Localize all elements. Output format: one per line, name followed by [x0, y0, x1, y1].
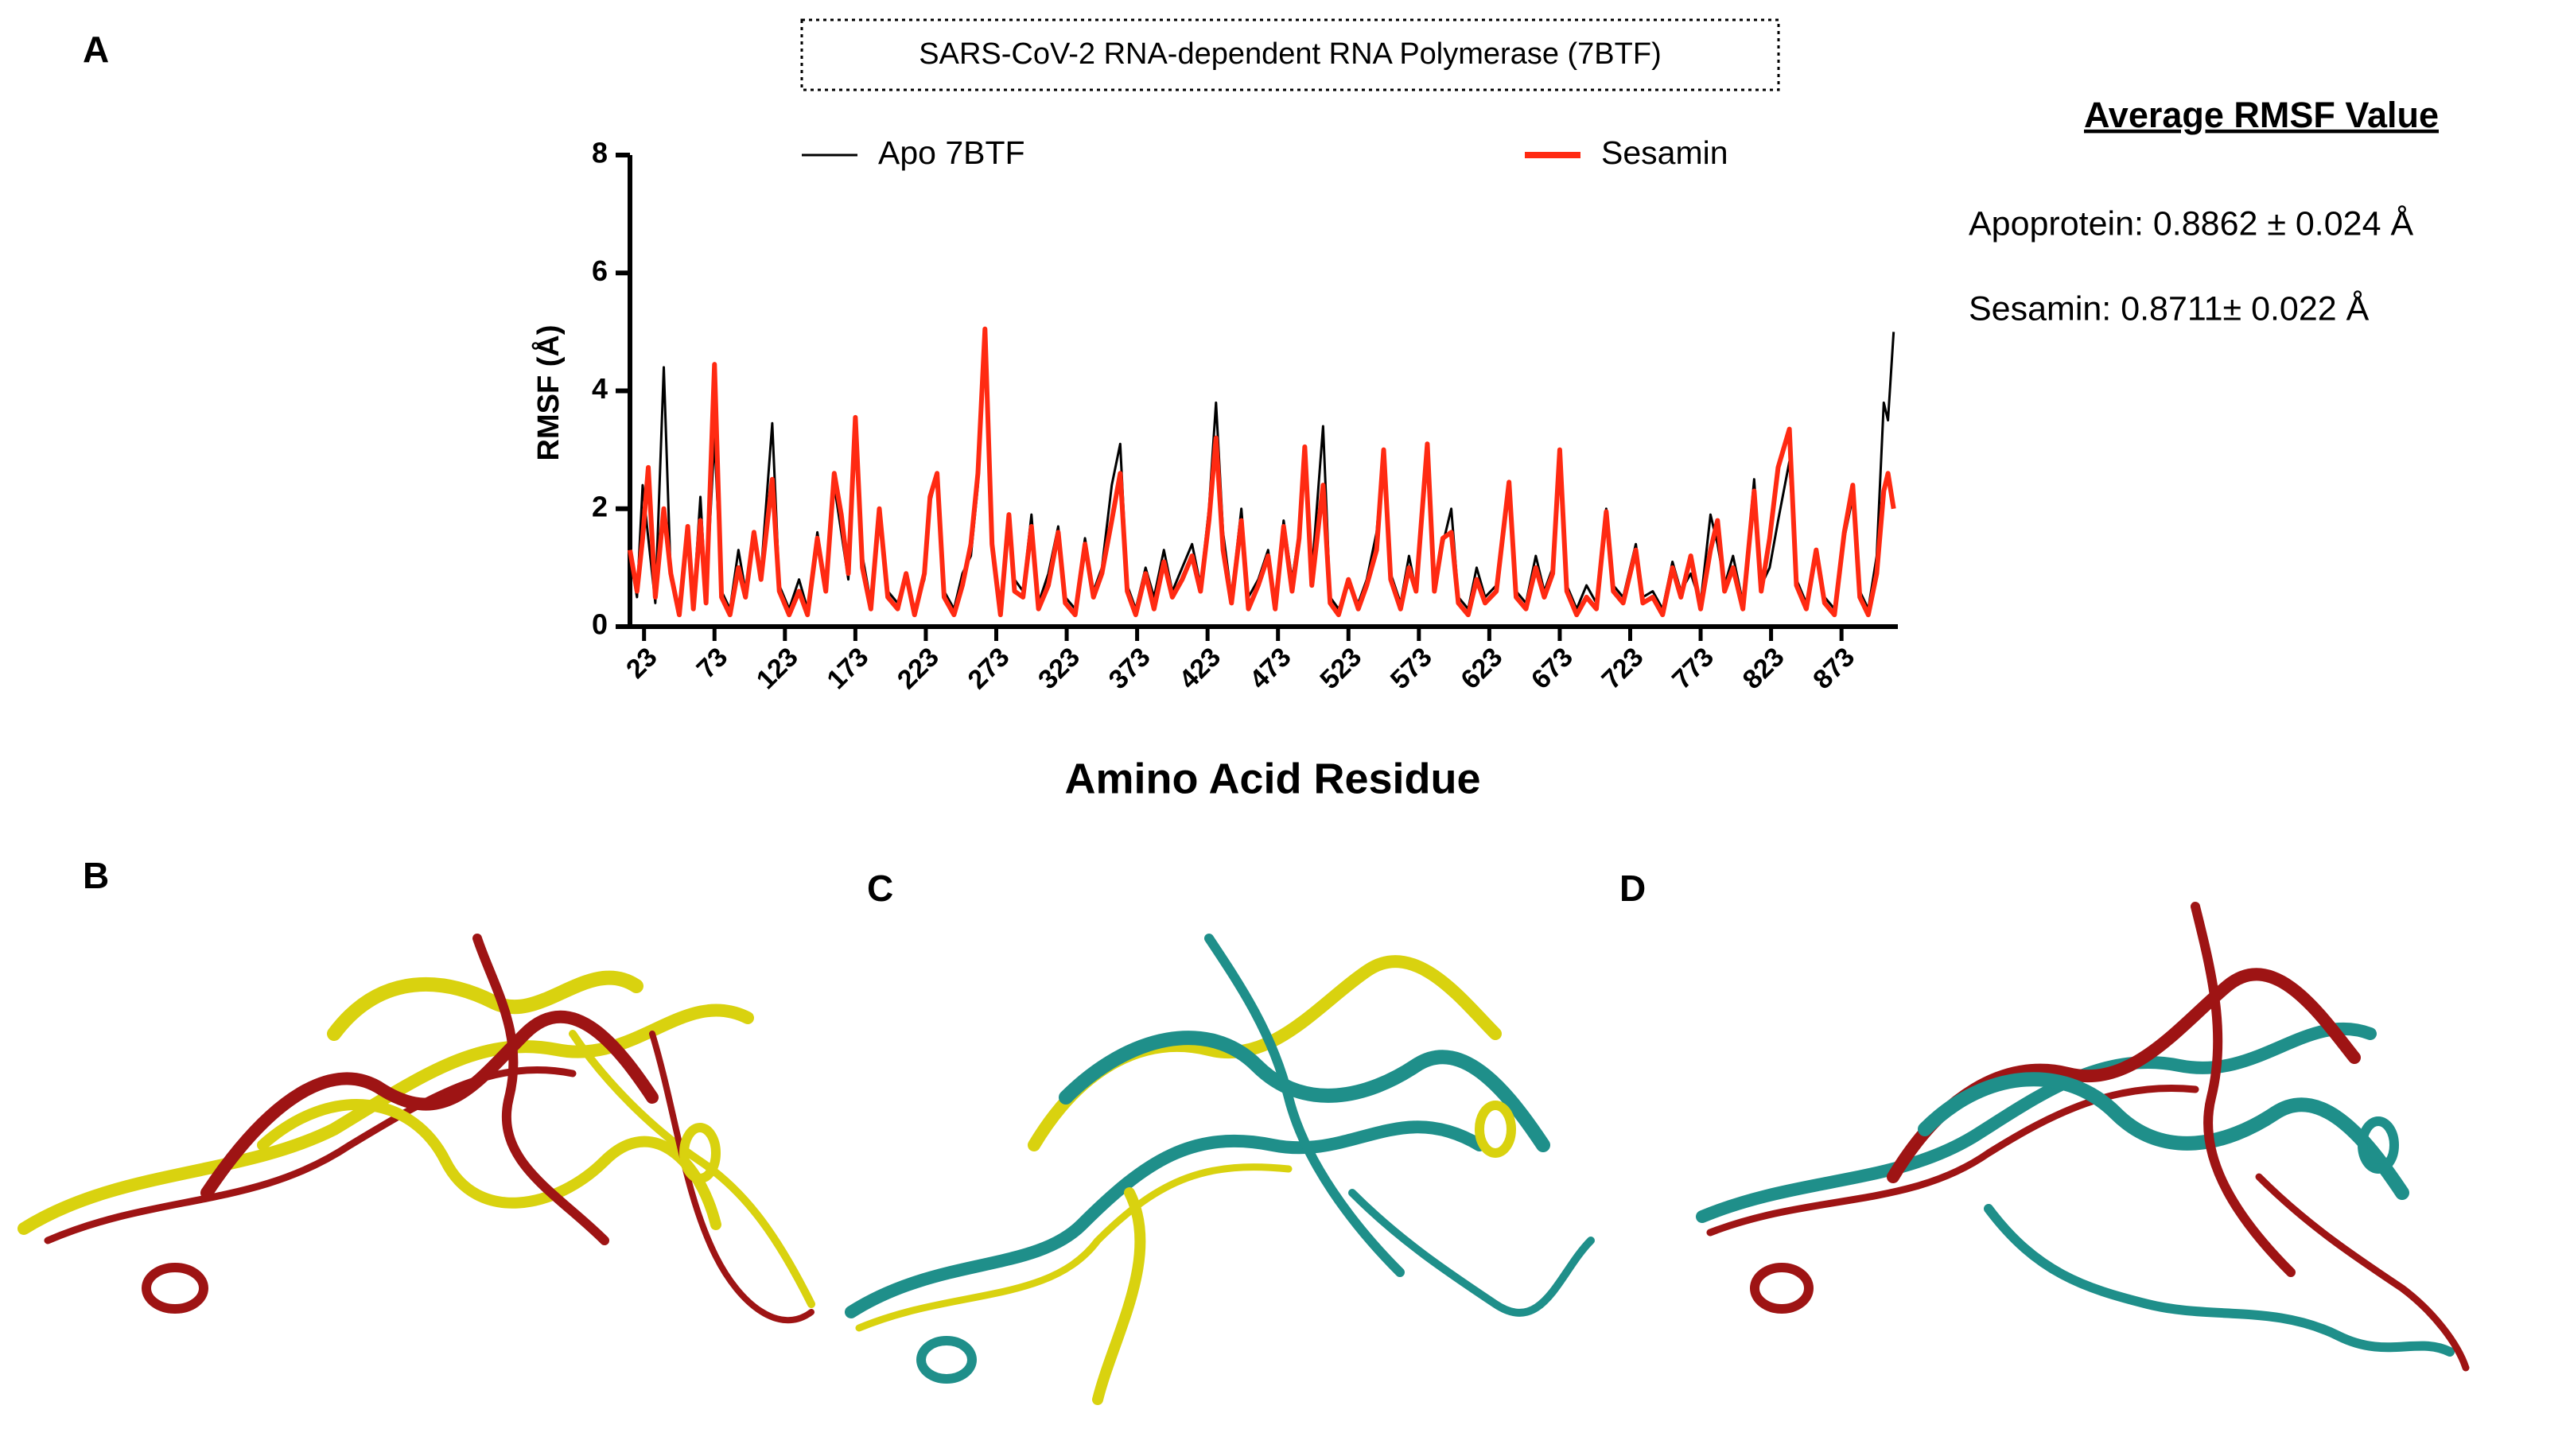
legend-label: Sesamin	[1601, 134, 1728, 171]
legend-label: Apo 7BTF	[878, 134, 1025, 171]
x-tick-label: 873	[1807, 642, 1860, 695]
panel-label: A	[83, 29, 109, 70]
x-tick-label: 23	[620, 642, 663, 685]
x-tick-label: 323	[1032, 642, 1086, 695]
title-box	[800, 18, 1780, 91]
panel-label: C	[867, 868, 893, 909]
x-tick-label: 773	[1666, 642, 1720, 695]
y-tick-label: 2	[592, 490, 608, 522]
panel-label: B	[83, 855, 109, 896]
structure-b	[17, 934, 815, 1324]
x-tick-label: 73	[691, 642, 734, 685]
structure-d	[1696, 902, 2470, 1372]
structure-c	[845, 934, 1595, 1405]
chart-title: SARS-CoV-2 RNA-dependent RNA Polymerase …	[919, 37, 1661, 71]
x-tick-label: 723	[1596, 642, 1650, 695]
x-axis-label: Amino Acid Residue	[1064, 755, 1480, 802]
y-tick-label: 4	[592, 372, 608, 405]
x-tick-label: 673	[1526, 642, 1579, 695]
x-tick-label: 123	[751, 642, 804, 695]
panel-label: D	[1619, 868, 1646, 909]
series-line	[628, 326, 1896, 618]
y-axis-label: RMSF (Å)	[531, 325, 566, 461]
summary-line: Apoprotein: 0.8862 ± 0.024 Å	[1969, 204, 2413, 243]
summary-title: Average RMSF Value	[2084, 95, 2439, 135]
summary-line: Sesamin: 0.8711± 0.022 Å	[1969, 289, 2370, 328]
y-tick-label: 8	[592, 137, 608, 169]
x-tick-label: 273	[962, 642, 1016, 695]
x-tick-label: 823	[1737, 642, 1790, 695]
x-tick-label: 223	[892, 642, 945, 695]
x-tick-label: 523	[1314, 642, 1367, 695]
x-tick-label: 573	[1385, 642, 1438, 695]
y-tick-label: 6	[592, 254, 608, 287]
x-tick-label: 423	[1173, 642, 1227, 695]
x-tick-label: 373	[1103, 642, 1157, 695]
y-tick-label: 0	[592, 608, 608, 641]
x-tick-label: 173	[821, 642, 874, 695]
x-tick-label: 473	[1244, 642, 1297, 695]
x-tick-label: 623	[1455, 642, 1508, 695]
